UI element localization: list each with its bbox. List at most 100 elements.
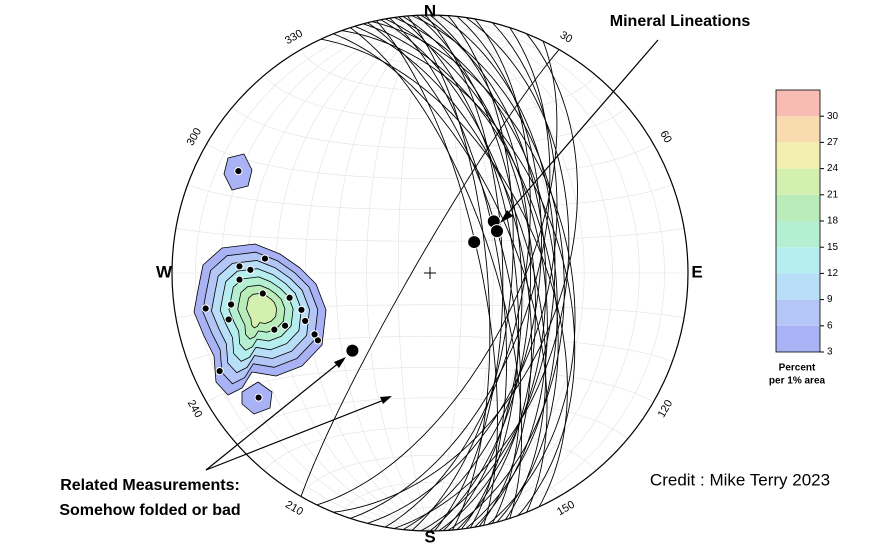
colorbar-band: [776, 194, 820, 221]
colorbar-band: [776, 142, 820, 169]
colorbar-tick-label: 18: [827, 216, 839, 227]
colorbar-band: [776, 273, 820, 300]
grid-line: [341, 481, 519, 516]
colorbar-tick-label: 27: [827, 137, 839, 148]
great-circle: [350, 27, 551, 519]
south-label: S: [424, 527, 435, 546]
related-label: Somehow folded or bad: [59, 502, 240, 519]
colorbar-band: [776, 116, 820, 143]
great-circle: [380, 19, 533, 527]
pole-point: [226, 300, 236, 309]
colorbar-tick-label: 24: [827, 163, 839, 174]
grid-line: [263, 426, 597, 471]
pole-point: [310, 330, 319, 339]
pole-point: [246, 265, 255, 274]
great-circle: [333, 33, 578, 513]
grid-line: [187, 184, 673, 210]
azimuth-label: 210: [283, 499, 305, 519]
lineation-point: [467, 235, 482, 250]
great-circles: [300, 15, 578, 531]
great-circle: [389, 17, 508, 529]
pole-point: [280, 321, 290, 330]
colorbar-tick-label: 15: [827, 242, 839, 253]
colorbar-tick-label: 21: [827, 189, 839, 200]
grid-line: [206, 367, 654, 403]
pole-point: [215, 366, 224, 376]
azimuth-label: 60: [657, 129, 674, 146]
great-circle: [420, 15, 556, 531]
colorbar-band: [776, 90, 820, 117]
pole-point: [201, 304, 210, 313]
east-label: E: [691, 262, 702, 281]
colorbar-band: [776, 221, 820, 248]
great-circle: [402, 16, 536, 530]
pole-point: [260, 254, 270, 263]
grid-line: [232, 106, 628, 149]
lineation-point: [489, 224, 504, 239]
great-circle: [411, 15, 565, 531]
pole-point: [258, 289, 267, 298]
great-circle: [411, 15, 514, 531]
pole-point: [301, 316, 310, 326]
pole-point: [285, 293, 294, 302]
great-circle: [402, 16, 542, 530]
colorbar-band: [776, 168, 820, 195]
north-label: N: [424, 1, 436, 20]
grid-line: [263, 75, 597, 120]
great-circle: [398, 16, 519, 530]
great-circle: [320, 38, 568, 508]
great-circle: [376, 20, 498, 526]
great-circle: [354, 25, 547, 520]
related-point: [345, 343, 360, 358]
great-circle: [367, 22, 558, 524]
azimuth-label: 120: [656, 398, 676, 420]
colorbar-tick-label: 12: [827, 268, 839, 279]
pole-point: [254, 393, 263, 402]
azimuth-label: 240: [185, 398, 205, 420]
azimuth-label: 30: [558, 29, 575, 46]
net-outline: [171, 14, 689, 532]
lineations-label: Mineral Lineations: [610, 13, 751, 30]
west-label: W: [156, 262, 173, 281]
pole-point: [313, 336, 323, 345]
azimuth-label: 300: [185, 126, 205, 148]
pole-point: [234, 167, 243, 176]
colorbar-tick-label: 9: [827, 294, 833, 305]
arrows: [205, 39, 659, 471]
points: [201, 167, 504, 402]
pole-point: [235, 275, 244, 284]
related-label: Related Measurements:: [60, 477, 240, 494]
pole-point: [297, 305, 306, 314]
colorbar-title: per 1% area: [769, 376, 826, 387]
grid-line: [206, 143, 654, 179]
great-circle: [407, 15, 491, 531]
grid-line: [384, 18, 476, 39]
colorbar-tick-label: 6: [827, 320, 833, 331]
great-circle: [350, 27, 523, 519]
great-circle: [316, 40, 558, 506]
great-circle: [416, 15, 523, 531]
pole-point: [224, 315, 233, 324]
great-circle: [393, 17, 570, 529]
azimuth-label: 330: [283, 28, 305, 48]
great-circle: [420, 15, 547, 531]
great-circle: [384, 18, 531, 528]
center-cross: [424, 267, 436, 279]
credit: Credit : Mike Terry 2023: [650, 470, 830, 489]
pole-point: [270, 325, 279, 334]
great-circle: [425, 15, 504, 531]
pole-point: [235, 262, 244, 271]
great-circle: [300, 49, 560, 497]
colorbar-tick-label: 3: [827, 347, 833, 358]
great-circle: [333, 33, 548, 513]
grid-line: [232, 397, 628, 440]
colorbar: 3 6 9 12 15 18 21 24 27 30: [775, 89, 839, 358]
great-circle: [429, 15, 532, 531]
colorbar-band: [776, 325, 820, 352]
great-circle: [367, 22, 522, 524]
colorbar-title: Percent: [779, 363, 816, 374]
arrowheads: [334, 210, 513, 404]
colorbar-band: [776, 299, 820, 326]
grid-line: [300, 49, 560, 91]
